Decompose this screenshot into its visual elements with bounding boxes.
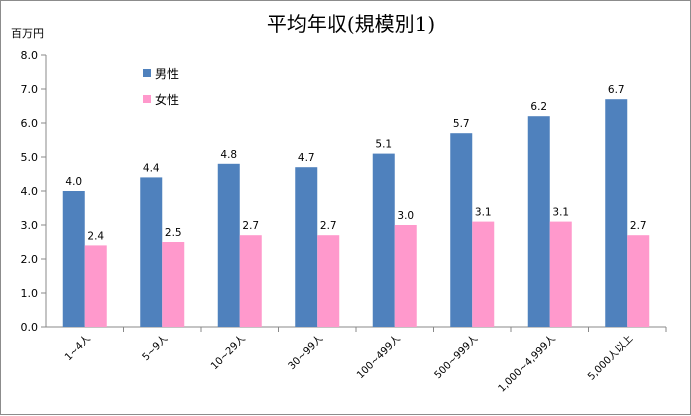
bar-male bbox=[450, 133, 473, 327]
y-tick-label: 0.0 bbox=[21, 321, 39, 334]
y-tick-label: 7.0 bbox=[21, 83, 39, 96]
y-tick-label: 1.0 bbox=[21, 287, 39, 300]
bar-male bbox=[140, 177, 163, 327]
data-label: 6.2 bbox=[530, 101, 547, 113]
legend-label: 女性 bbox=[155, 92, 179, 107]
y-tick-label: 2.0 bbox=[21, 253, 39, 266]
bar-female bbox=[394, 225, 417, 327]
data-label: 2.5 bbox=[165, 227, 182, 239]
bar-male bbox=[217, 163, 240, 327]
chart-title: 平均年収(規模別1) bbox=[267, 12, 435, 36]
y-axis: 0.0 1.0 2.0 3.0 4.0 5.0 6.0 7.0 8.0 bbox=[21, 49, 47, 334]
data-labels: 4.0 2.4 4.4 2.5 4.8 2.7 4.7 2.7 5.1 3.0 5.7 3.1 6.2 3… bbox=[65, 84, 646, 242]
x-tick-label: 1,000~4,999人 bbox=[496, 333, 558, 395]
data-label: 4.8 bbox=[220, 149, 237, 161]
x-tick-label: 5,000人以上 bbox=[585, 333, 635, 383]
data-label: 3.1 bbox=[552, 207, 569, 219]
legend-swatch bbox=[143, 69, 151, 77]
x-tick-label: 10~29人 bbox=[208, 333, 247, 372]
bar-female bbox=[239, 235, 262, 327]
y-tick-label: 3.0 bbox=[21, 219, 39, 232]
data-label: 2.4 bbox=[87, 230, 104, 242]
data-label: 3.0 bbox=[397, 210, 414, 222]
bar-female bbox=[84, 245, 107, 327]
data-label: 6.7 bbox=[608, 84, 625, 96]
bar-male bbox=[372, 153, 395, 327]
bar-male bbox=[295, 167, 318, 327]
bar-male bbox=[62, 191, 85, 327]
data-label: 5.7 bbox=[453, 118, 470, 130]
bars bbox=[62, 99, 650, 327]
data-label: 5.1 bbox=[375, 139, 392, 151]
legend-swatch bbox=[143, 95, 151, 103]
data-label: 4.0 bbox=[65, 176, 82, 188]
y-tick-label: 5.0 bbox=[21, 151, 39, 164]
data-label: 4.7 bbox=[298, 152, 315, 164]
x-tick-label: 1~4人 bbox=[62, 333, 92, 363]
bar-male bbox=[605, 99, 628, 327]
x-tick-label: 100~499人 bbox=[354, 333, 402, 381]
data-label: 2.7 bbox=[242, 220, 259, 232]
data-label: 2.7 bbox=[320, 220, 337, 232]
bar-female bbox=[162, 242, 185, 327]
data-label: 2.7 bbox=[630, 220, 647, 232]
y-axis-unit-label: 百万円 bbox=[11, 27, 44, 40]
data-label: 4.4 bbox=[143, 162, 160, 174]
bar-female bbox=[472, 221, 495, 327]
y-tick-label: 6.0 bbox=[21, 117, 39, 130]
bar-female bbox=[549, 221, 572, 327]
x-tick-label: 500~999人 bbox=[432, 333, 480, 381]
x-tick-label: 30~99人 bbox=[286, 333, 325, 372]
x-tick-label: 5~9人 bbox=[140, 333, 170, 363]
x-axis: 1~4人 5~9人 10~29人 30~99人 100~499人 500~999人 1,00… bbox=[46, 326, 667, 395]
bar-male bbox=[527, 116, 550, 327]
data-label: 3.1 bbox=[475, 207, 492, 219]
y-tick-label: 8.0 bbox=[21, 49, 39, 62]
y-tick-label: 4.0 bbox=[21, 185, 39, 198]
bar-female bbox=[317, 235, 340, 327]
legend-label: 男性 bbox=[155, 67, 179, 81]
bar-female bbox=[627, 235, 650, 327]
